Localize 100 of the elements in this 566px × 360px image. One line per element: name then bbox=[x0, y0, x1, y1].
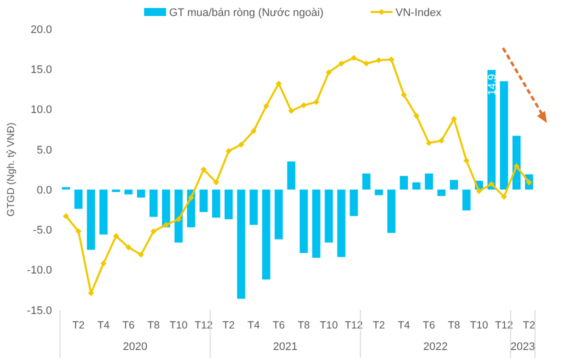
text: 2021 bbox=[273, 340, 298, 353]
bar bbox=[237, 190, 246, 299]
bar bbox=[324, 190, 333, 243]
x-tick-label: T10 bbox=[470, 320, 488, 332]
bar bbox=[450, 180, 458, 190]
x-tick-label: T2 bbox=[72, 320, 85, 332]
x-tick-label: T8 bbox=[147, 320, 160, 332]
bar bbox=[124, 190, 133, 194]
x-tick-label: T4 bbox=[248, 320, 260, 332]
x-tick-label: T8 bbox=[448, 320, 460, 332]
x-tick-label: T6 bbox=[272, 320, 286, 332]
point bbox=[250, 128, 257, 134]
text: 2023 bbox=[510, 340, 536, 353]
data-label: 14.9 bbox=[486, 74, 499, 96]
point bbox=[338, 60, 344, 67]
legend-label: GT mua/bán ròng (Nước ngoài) bbox=[169, 6, 324, 19]
x-tick-label: T8 bbox=[298, 320, 310, 332]
bar bbox=[212, 190, 220, 218]
y-tick-label: -5.0 bbox=[33, 224, 52, 237]
point bbox=[313, 99, 320, 106]
bar bbox=[487, 70, 496, 190]
point bbox=[413, 112, 420, 119]
bar bbox=[250, 190, 258, 225]
bar bbox=[224, 190, 233, 220]
point bbox=[426, 140, 432, 146]
point bbox=[300, 102, 307, 108]
text: 2022 bbox=[423, 340, 448, 353]
bar bbox=[412, 182, 420, 190]
bar bbox=[62, 187, 70, 190]
x-tick-label: T6 bbox=[422, 320, 436, 332]
x-tick-label: T2 bbox=[222, 320, 235, 332]
bar bbox=[200, 190, 208, 212]
x-tick-label: T10 bbox=[320, 320, 338, 332]
y-tick-label: 20.0 bbox=[30, 24, 52, 36]
point bbox=[176, 216, 182, 222]
point bbox=[226, 148, 232, 154]
bar bbox=[337, 190, 346, 258]
point bbox=[363, 60, 370, 67]
bar bbox=[350, 190, 358, 216]
point bbox=[62, 213, 69, 220]
y-tick-label: -10.0 bbox=[26, 264, 52, 277]
bar bbox=[274, 190, 283, 240]
y-tick-label: 0.0 bbox=[36, 184, 52, 196]
bar bbox=[312, 190, 320, 258]
bar bbox=[162, 190, 170, 228]
bar bbox=[136, 190, 146, 198]
bar bbox=[374, 190, 383, 196]
bar bbox=[300, 190, 308, 253]
point bbox=[438, 138, 444, 144]
y-tick-label: 5.0 bbox=[36, 144, 52, 156]
point bbox=[326, 69, 332, 76]
point bbox=[400, 92, 407, 98]
point bbox=[263, 103, 270, 110]
point bbox=[163, 222, 170, 228]
x-tick-label: T12 bbox=[344, 320, 364, 332]
x-tick-label: T12 bbox=[194, 320, 213, 332]
text: 2020 bbox=[122, 340, 148, 353]
point bbox=[100, 260, 106, 266]
point bbox=[113, 233, 120, 240]
bar bbox=[437, 190, 446, 196]
x-tick-label: T4 bbox=[97, 320, 110, 332]
point bbox=[476, 188, 482, 194]
point bbox=[501, 194, 508, 200]
bar bbox=[99, 190, 108, 235]
y-tick-label: 15.0 bbox=[30, 64, 52, 76]
point bbox=[288, 108, 294, 114]
point bbox=[450, 116, 457, 122]
bar bbox=[462, 190, 471, 210]
point bbox=[350, 54, 357, 61]
point bbox=[126, 244, 132, 250]
y-tick-label: -15.0 bbox=[26, 304, 52, 317]
x-tick-label: T4 bbox=[398, 320, 410, 332]
bar bbox=[262, 190, 270, 280]
bar bbox=[500, 81, 508, 190]
point bbox=[75, 228, 82, 234]
x-tick-label: T2 bbox=[372, 320, 386, 332]
bar bbox=[362, 174, 370, 190]
point bbox=[488, 180, 495, 187]
bar bbox=[149, 190, 158, 217]
point bbox=[276, 80, 282, 87]
point bbox=[150, 228, 157, 234]
bar bbox=[400, 176, 408, 190]
x-tick-label: T12 bbox=[494, 320, 514, 332]
bar bbox=[387, 190, 396, 233]
y-tick-label: 10.0 bbox=[30, 104, 52, 116]
point bbox=[200, 166, 207, 172]
x-tick-label: T10 bbox=[170, 320, 188, 332]
y-axis-title: GTGD (Ngh. tỷ VNĐ) bbox=[6, 122, 17, 216]
point bbox=[213, 179, 220, 186]
bar bbox=[86, 190, 96, 250]
bar bbox=[174, 190, 183, 243]
x-tick-label: T6 bbox=[122, 320, 135, 332]
point bbox=[238, 142, 244, 148]
point bbox=[514, 163, 520, 170]
point bbox=[188, 194, 194, 201]
bar bbox=[74, 190, 83, 209]
x-tick-label: T2 bbox=[522, 320, 536, 332]
point bbox=[138, 252, 144, 258]
bar bbox=[287, 161, 296, 190]
bar bbox=[424, 174, 433, 190]
